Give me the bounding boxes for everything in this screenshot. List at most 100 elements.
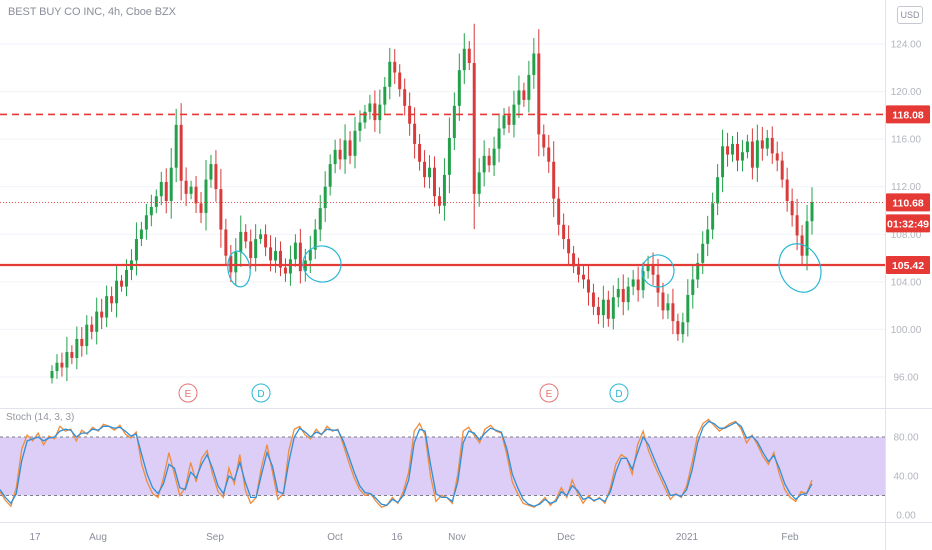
candle-body	[120, 280, 124, 287]
support-touch-circle	[227, 250, 251, 288]
event-marker	[251, 383, 271, 403]
candle-body	[214, 164, 218, 190]
candle-body	[641, 271, 645, 291]
time-tick-label: Aug	[89, 532, 107, 543]
price-label-box	[886, 193, 930, 212]
candle-body	[452, 105, 456, 138]
price-axis[interactable]: 124.00 120.00 116.00 112.00 108.00 104.00 100.…	[891, 40, 922, 384]
time-axis[interactable]: 17 Aug Sep Oct 16 Nov Dec 2021 Feb	[29, 532, 799, 543]
time-tick-label: Oct	[327, 532, 343, 543]
candle-body	[125, 269, 128, 287]
candle-body	[378, 104, 382, 121]
candle-body	[795, 215, 799, 236]
candle-body	[338, 149, 342, 160]
price-label-box	[886, 214, 930, 233]
candle-body	[398, 72, 402, 90]
candle-body	[572, 253, 576, 267]
candle-body	[279, 250, 282, 268]
price-tick-label: 100.00	[891, 325, 922, 336]
price-tick-label: 108.00	[891, 230, 922, 241]
candle-body	[467, 48, 471, 64]
candle-body	[204, 179, 208, 213]
candle-body	[651, 264, 655, 275]
candle-body	[721, 146, 725, 178]
candle-body	[224, 229, 228, 256]
candle-body	[661, 292, 665, 311]
candle-body	[472, 63, 476, 194]
candle-body	[432, 167, 436, 197]
candle-body	[800, 235, 804, 256]
annotation-circles	[227, 243, 822, 293]
candle-body	[547, 147, 551, 162]
candle-body	[393, 61, 397, 73]
price-tick-label: 112.00	[891, 182, 921, 193]
support-touch-circle	[302, 245, 342, 283]
candle-body	[333, 149, 337, 165]
candle-body	[70, 352, 74, 358]
time-tick-label: 17	[29, 532, 41, 543]
currency-button[interactable]: USD	[897, 6, 923, 24]
stoch-tick-label: 40.00	[893, 472, 918, 483]
candle-body	[105, 296, 109, 318]
candle-body	[716, 177, 720, 204]
candle-body	[283, 267, 287, 274]
candle-body	[442, 174, 446, 206]
candle-body	[189, 186, 193, 194]
time-tick-label: 2021	[676, 532, 699, 543]
candle-body	[810, 202, 814, 222]
candle-body	[567, 239, 571, 254]
candle-body	[770, 137, 774, 154]
candle-body	[55, 362, 59, 372]
candle-body	[65, 352, 69, 368]
candle-body	[487, 155, 491, 166]
price-label-text: 01:32:49	[887, 218, 929, 230]
indicator-title: Stoch (14, 3, 3)	[6, 412, 75, 423]
price-tick-label: 120.00	[891, 87, 922, 98]
candle-body	[100, 311, 104, 318]
support-touch-circle	[641, 254, 675, 288]
candle-body	[706, 229, 710, 244]
candle-body	[497, 128, 501, 149]
candle-body	[110, 296, 114, 304]
support-touch-circle	[778, 243, 822, 293]
candle-body	[437, 196, 441, 206]
candle-body	[671, 303, 675, 322]
candle-body	[517, 90, 521, 105]
candle-body	[532, 53, 536, 75]
candle-body	[726, 146, 730, 155]
candle-body	[428, 167, 432, 178]
candle-body	[413, 123, 417, 144]
chart-title: BEST BUY CO INC, 4h, Cboe BZX	[8, 6, 176, 18]
candle-body	[666, 303, 670, 311]
candle-body	[244, 231, 248, 242]
candle-body	[591, 292, 595, 307]
horizontal-levels	[0, 113, 885, 267]
candle-body	[60, 362, 64, 368]
price-label-text: 105.42	[892, 260, 924, 272]
candle-body	[403, 89, 407, 106]
candle-body	[184, 180, 188, 194]
candle-body	[115, 280, 119, 304]
candle-body	[711, 203, 715, 230]
candle-body	[169, 167, 173, 201]
candle-body	[383, 86, 387, 105]
price-tick-label: 124.00	[891, 40, 922, 51]
candle-body	[676, 321, 680, 335]
candle-body	[790, 200, 794, 216]
stoch-tick-label: 0.00	[896, 511, 916, 522]
candle-body	[219, 189, 223, 230]
candle-body	[254, 239, 258, 259]
candle-body	[596, 306, 600, 316]
price-label-text: 118.08	[892, 109, 924, 121]
candle-body	[606, 299, 610, 319]
candle-body	[264, 234, 268, 248]
candle-body	[562, 224, 566, 240]
candle-body	[358, 122, 362, 131]
candle-body	[134, 239, 138, 261]
event-marker-label: E	[185, 389, 192, 400]
candle-body	[686, 294, 690, 323]
candle-body	[681, 322, 685, 335]
candle-body	[477, 172, 481, 194]
candle-body	[755, 140, 759, 168]
candle-body	[785, 179, 789, 201]
